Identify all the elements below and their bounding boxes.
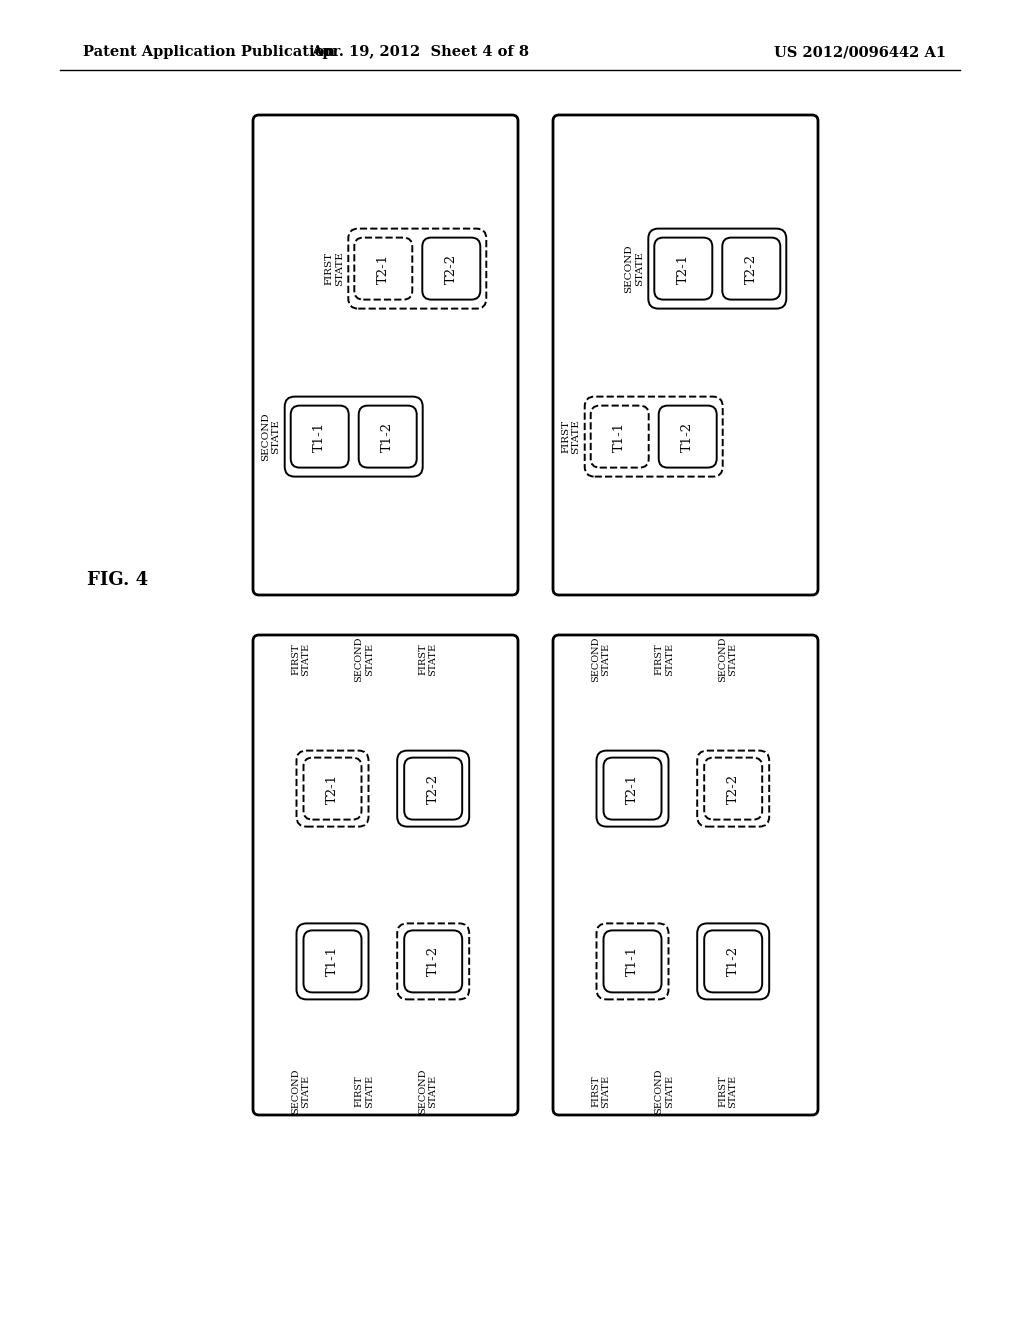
Text: FIRST
STATE: FIRST STATE <box>325 251 344 286</box>
Text: T2-2: T2-2 <box>727 774 739 804</box>
Text: T2-2: T2-2 <box>427 774 439 804</box>
Text: SECOND
STATE: SECOND STATE <box>261 412 281 461</box>
Text: FIRST
STATE: FIRST STATE <box>418 643 437 676</box>
FancyBboxPatch shape <box>603 758 662 820</box>
Text: T1-1: T1-1 <box>613 421 627 451</box>
FancyBboxPatch shape <box>585 396 723 477</box>
Text: Patent Application Publication: Patent Application Publication <box>83 45 335 59</box>
Text: FIG. 4: FIG. 4 <box>87 572 148 589</box>
Text: T1-2: T1-2 <box>727 946 739 977</box>
Text: SECOND
STATE: SECOND STATE <box>654 1068 674 1114</box>
Text: FIRST
STATE: FIRST STATE <box>291 643 310 676</box>
Text: FIRST
STATE: FIRST STATE <box>591 1074 610 1107</box>
FancyBboxPatch shape <box>397 751 469 826</box>
FancyBboxPatch shape <box>253 635 518 1115</box>
Text: T2-1: T2-1 <box>626 774 639 804</box>
FancyBboxPatch shape <box>285 396 423 477</box>
FancyBboxPatch shape <box>597 751 669 826</box>
FancyBboxPatch shape <box>253 115 518 595</box>
FancyBboxPatch shape <box>291 405 349 467</box>
FancyBboxPatch shape <box>303 931 361 993</box>
FancyBboxPatch shape <box>697 751 769 826</box>
Text: T1-1: T1-1 <box>626 946 639 977</box>
Text: FIRST
STATE: FIRST STATE <box>654 643 674 676</box>
Text: SECOND
STATE: SECOND STATE <box>625 244 644 293</box>
FancyBboxPatch shape <box>354 238 413 300</box>
Text: US 2012/0096442 A1: US 2012/0096442 A1 <box>774 45 946 59</box>
FancyBboxPatch shape <box>422 238 480 300</box>
FancyBboxPatch shape <box>358 405 417 467</box>
FancyBboxPatch shape <box>553 115 818 595</box>
FancyBboxPatch shape <box>591 405 648 467</box>
FancyBboxPatch shape <box>597 924 669 999</box>
Text: FIRST
STATE: FIRST STATE <box>561 420 581 454</box>
FancyBboxPatch shape <box>404 758 462 820</box>
FancyBboxPatch shape <box>697 924 769 999</box>
Text: Apr. 19, 2012  Sheet 4 of 8: Apr. 19, 2012 Sheet 4 of 8 <box>311 45 529 59</box>
Text: T1-2: T1-2 <box>381 421 394 451</box>
FancyBboxPatch shape <box>397 924 469 999</box>
FancyBboxPatch shape <box>705 758 762 820</box>
FancyBboxPatch shape <box>348 228 486 309</box>
Text: T1-2: T1-2 <box>427 946 439 977</box>
FancyBboxPatch shape <box>297 751 369 826</box>
Text: T1-2: T1-2 <box>681 421 694 451</box>
FancyBboxPatch shape <box>705 931 762 993</box>
Text: FIRST
STATE: FIRST STATE <box>718 1074 737 1107</box>
Text: SECOND
STATE: SECOND STATE <box>354 636 374 681</box>
Text: FIRST
STATE: FIRST STATE <box>354 1074 374 1107</box>
Text: T2-1: T2-1 <box>377 253 390 284</box>
Text: T1-1: T1-1 <box>326 946 339 977</box>
Text: T2-1: T2-1 <box>677 253 690 284</box>
Text: T2-1: T2-1 <box>326 774 339 804</box>
FancyBboxPatch shape <box>722 238 780 300</box>
FancyBboxPatch shape <box>404 931 462 993</box>
Text: SECOND
STATE: SECOND STATE <box>418 1068 437 1114</box>
Text: SECOND
STATE: SECOND STATE <box>291 1068 310 1114</box>
FancyBboxPatch shape <box>297 924 369 999</box>
FancyBboxPatch shape <box>658 405 717 467</box>
FancyBboxPatch shape <box>648 228 786 309</box>
FancyBboxPatch shape <box>603 931 662 993</box>
Text: T2-2: T2-2 <box>744 253 758 284</box>
Text: SECOND
STATE: SECOND STATE <box>591 636 610 681</box>
Text: T2-2: T2-2 <box>444 253 458 284</box>
FancyBboxPatch shape <box>303 758 361 820</box>
FancyBboxPatch shape <box>654 238 713 300</box>
Text: T1-1: T1-1 <box>313 421 327 451</box>
Text: SECOND
STATE: SECOND STATE <box>718 636 737 681</box>
FancyBboxPatch shape <box>553 635 818 1115</box>
